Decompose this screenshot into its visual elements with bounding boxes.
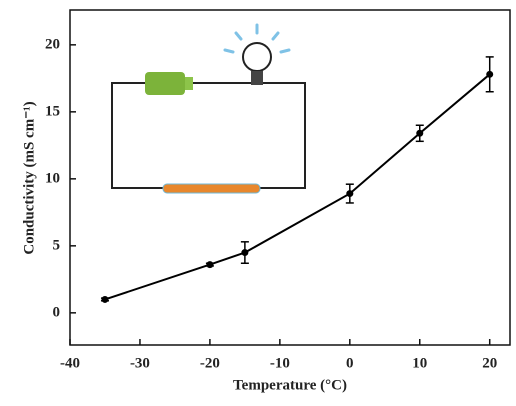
data-point (101, 295, 109, 303)
y-tick-label: 20 (45, 36, 60, 52)
data-point (486, 70, 494, 78)
x-tick-label: -20 (200, 355, 220, 371)
x-tick-label: -40 (60, 355, 80, 371)
x-tick-label: 20 (482, 355, 497, 371)
y-axis-label: Conductivity (mS cm⁻¹) (21, 101, 37, 254)
y-tick-label: 15 (45, 103, 60, 119)
data-point (416, 129, 424, 137)
data-point (346, 190, 354, 198)
x-tick-label: 10 (412, 355, 427, 371)
data-line (104, 73, 491, 301)
y-tick-label: 0 (53, 304, 61, 320)
x-tick-label: -30 (130, 355, 150, 371)
y-tick-label: 5 (53, 237, 61, 253)
y-tick-label: 10 (45, 170, 60, 186)
x-tick-label: 0 (346, 355, 354, 371)
x-tick-label: -10 (270, 355, 290, 371)
inset-circuit (111, 23, 306, 194)
data-point (206, 261, 214, 269)
plot-frame (69, 9, 511, 346)
data-point (241, 249, 249, 257)
x-axis-label: Temperature (°C) (233, 377, 347, 393)
